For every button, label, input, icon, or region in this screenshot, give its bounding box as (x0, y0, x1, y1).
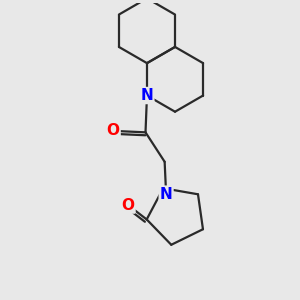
Text: O: O (122, 198, 134, 213)
Text: N: N (160, 187, 172, 202)
Text: O: O (106, 123, 120, 138)
Text: N: N (141, 88, 153, 103)
